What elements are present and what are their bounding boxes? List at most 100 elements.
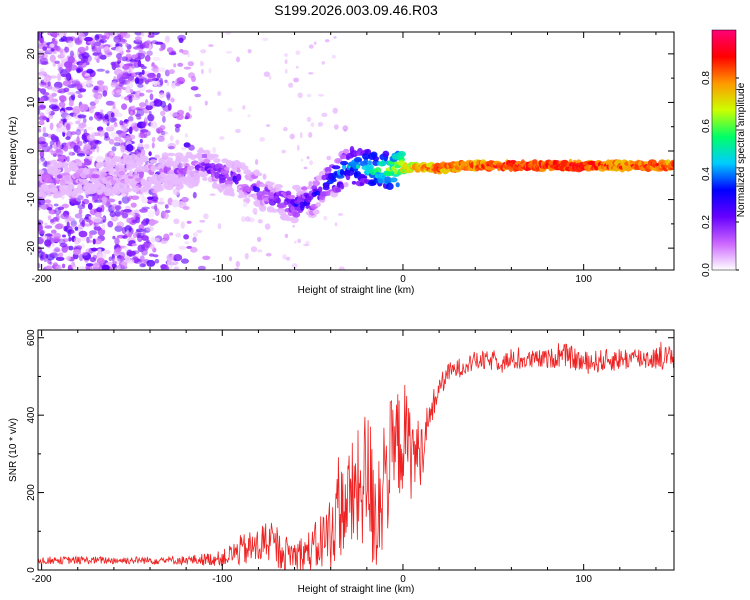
spectrogram-cell: [85, 45, 89, 51]
spectrogram-cell: [119, 120, 124, 126]
spectrogram-cell: [105, 126, 115, 132]
spectrogram-cell: [135, 71, 144, 75]
spectrogram-cell: [138, 134, 146, 139]
spectrogram-cell: [84, 75, 93, 81]
spectrogram-cell: [199, 220, 206, 223]
spectrogram-cell: [154, 203, 158, 212]
spectrogram-cell: [86, 265, 90, 270]
spectrogram-cell: [151, 142, 155, 149]
spectrogram-cell: [66, 155, 70, 163]
spectrogram-cell: [46, 85, 53, 90]
spectrogram-cell: [118, 164, 125, 169]
spectrogram-cell: [313, 41, 317, 45]
snr-frame: [37, 329, 675, 571]
x-tick-label: -200: [32, 574, 52, 585]
spectrogram-cell: [38, 49, 45, 57]
spectrogram-cell: [242, 201, 248, 208]
spectrogram-cell: [120, 193, 127, 197]
spectrogram-cell: [200, 153, 209, 159]
spectrogram-cell: [67, 40, 74, 48]
spectrogram-cell: [202, 176, 208, 181]
spectrogram-cell: [97, 248, 102, 253]
spectrogram-cell: [168, 69, 175, 75]
spectrogram-cell: [77, 114, 87, 119]
spectrogram-cell: [338, 266, 345, 270]
spectrogram-cell: [68, 237, 72, 242]
spectrogram-cell: [395, 182, 400, 188]
spectrogram-cell: [126, 144, 134, 152]
spectrogram-cell: [308, 181, 313, 187]
spectrogram-cell: [38, 35, 44, 43]
spectrogram-cell: [331, 165, 341, 170]
spectrogram-cell: [218, 187, 224, 193]
spectrogram-cell: [108, 32, 114, 36]
spectrogram-cell: [40, 82, 47, 86]
spectrogram-cell: [236, 56, 240, 63]
spectrogram-cell: [111, 257, 121, 265]
spectrogram-cell: [157, 163, 165, 170]
snr-y-ticks: 0 200 400 600: [26, 329, 674, 573]
spectrogram-cell: [166, 93, 171, 101]
spectrogram-cell: [264, 223, 271, 230]
spectrogram-cell: [145, 104, 153, 111]
spectrogram-cell: [103, 46, 110, 54]
spectrogram-cell: [203, 213, 209, 220]
spectrogram-cell: [81, 121, 85, 126]
spectrogram-cell: [124, 225, 132, 233]
spectrogram-cell: [52, 262, 58, 267]
spectrogram-cell: [121, 261, 128, 268]
spectrogram-cell: [159, 47, 164, 52]
spectrogram-cell: [164, 204, 169, 209]
spectrogram-cell: [67, 56, 75, 64]
spectrogram-cell: [292, 224, 295, 228]
spectrogram-cell: [75, 245, 82, 250]
spectrogram-cell: [234, 267, 240, 270]
spectrogram-cell: [285, 256, 291, 261]
spectrogram-cell: [208, 67, 212, 74]
spectrogram-cell: [397, 150, 406, 158]
spectrogram-cell: [73, 249, 81, 255]
spectrogram-cell: [265, 252, 272, 257]
spectrogram-cell: [72, 106, 81, 114]
spectrogram-cell: [271, 208, 278, 213]
spectrogram-cell: [164, 69, 170, 77]
colorbar-tick-label: 0.8: [701, 71, 712, 85]
spectrogram-cell: [379, 178, 385, 184]
spectrogram-cell: [225, 50, 233, 54]
spectrogram-cell: [217, 91, 222, 96]
spectrogram-cell: [67, 91, 76, 96]
spectrogram-cell: [69, 64, 78, 71]
spectrogram-cell: [129, 161, 137, 169]
spectrogram-cell: [49, 252, 59, 259]
spectrogram-cell: [334, 158, 343, 164]
spectrogram-cell: [219, 136, 225, 140]
spectrogram-cell: [68, 141, 75, 146]
spectrogram-cell: [150, 220, 159, 224]
spectrogram-cell: [173, 63, 177, 68]
spectrogram-cell: [136, 232, 145, 238]
colorbar-tick-label: 0.0: [701, 263, 712, 277]
spectrogram-cell: [56, 122, 62, 129]
spectrogram-cell: [210, 153, 219, 159]
spectrogram-cells: [38, 32, 674, 270]
spectrogram-cell: [77, 195, 84, 200]
spectrogram-cell: [170, 135, 174, 141]
spectrogram-cell: [106, 201, 111, 207]
spectrogram-cell: [175, 82, 181, 87]
spectrogram-cell: [88, 116, 94, 121]
spectrogram-cell: [235, 129, 241, 133]
spectrogram-cell: [100, 171, 107, 178]
spectrogram-cell: [39, 57, 49, 65]
spectrogram-cell: [131, 54, 139, 59]
spectrogram-cell: [60, 213, 69, 220]
spectrogram-cell: [101, 223, 106, 230]
spectrogram-cell: [93, 86, 100, 91]
spectrogram-cell: [309, 160, 313, 166]
spectrogram-cell: [50, 48, 55, 52]
spectrogram-cell: [42, 132, 49, 137]
spectrogram-cell: [169, 232, 174, 236]
spectrogram-cell: [154, 154, 160, 159]
spectrogram-cell: [46, 207, 53, 211]
spectrogram-cell: [117, 34, 122, 38]
spectrogram-cell: [190, 86, 199, 91]
